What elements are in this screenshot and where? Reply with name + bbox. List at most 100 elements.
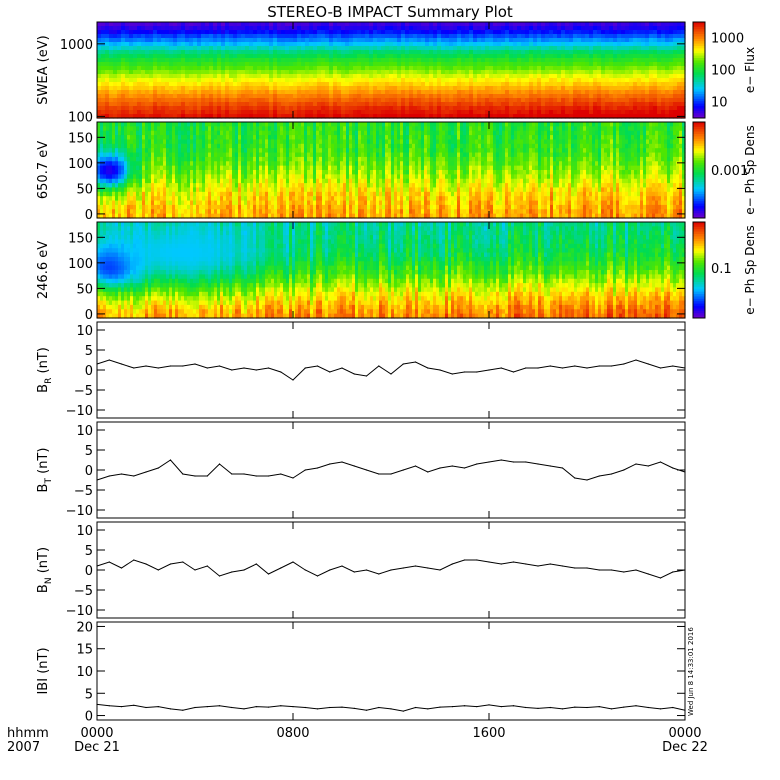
heatmap-cell	[441, 70, 446, 75]
heatmap-cell	[661, 50, 666, 55]
heatmap-cell	[285, 22, 290, 27]
heatmap-cell	[286, 165, 290, 171]
heatmap-cell	[353, 98, 358, 103]
heatmap-cell	[289, 74, 294, 79]
heatmap-cell	[517, 110, 522, 115]
heatmap-cell	[109, 74, 114, 79]
heatmap-cell	[125, 54, 130, 59]
heatmap-cell	[297, 106, 302, 111]
heatmap-cell	[609, 106, 614, 111]
heatmap-cell	[289, 22, 294, 27]
heatmap-cell	[100, 152, 104, 158]
heatmap-cell	[211, 165, 215, 171]
heatmap-cell	[517, 106, 522, 111]
heatmap-cell	[139, 174, 143, 180]
heatmap-cell	[217, 183, 221, 189]
heatmap-cell	[149, 62, 154, 67]
heatmap-cell	[187, 130, 191, 136]
heatmap-cell	[337, 50, 342, 55]
heatmap-cell	[205, 130, 209, 136]
heatmap-cell	[217, 152, 221, 158]
heatmap-cell	[337, 102, 342, 107]
heatmap-cell	[283, 130, 287, 136]
heatmap-cell	[617, 114, 622, 119]
heatmap-cell	[521, 106, 526, 111]
heatmap-cell	[473, 54, 478, 59]
heatmap-cell	[625, 42, 630, 47]
heatmap-cell	[549, 38, 554, 43]
heatmap-cell	[429, 34, 434, 39]
heatmap-cell	[565, 98, 570, 103]
heatmap-cell	[148, 170, 152, 175]
heatmap-cell	[549, 42, 554, 47]
heatmap-cell	[657, 26, 662, 31]
heatmap-cell	[561, 42, 566, 47]
heatmap-cell	[130, 135, 134, 141]
heatmap-cell	[244, 213, 248, 219]
heatmap-cell	[485, 90, 490, 95]
heatmap-cell	[149, 70, 154, 75]
heatmap-cell	[173, 70, 178, 75]
heatmap-cell	[321, 22, 326, 27]
heatmap-cell	[142, 126, 146, 132]
heatmap-cell	[325, 42, 330, 47]
heatmap-cell	[241, 78, 246, 83]
heatmap-cell	[281, 66, 286, 71]
heatmap-cell	[196, 152, 200, 158]
heatmap-cell	[293, 86, 298, 91]
heatmap-cell	[197, 86, 202, 91]
heatmap-cell	[261, 106, 266, 111]
heatmap-cell	[521, 50, 526, 55]
heatmap-cell	[337, 90, 342, 95]
heatmap-cell	[589, 114, 594, 119]
heatmap-cell	[657, 22, 662, 27]
heatmap-cell	[589, 46, 594, 51]
heatmap-cell	[223, 156, 227, 162]
heatmap-cell	[545, 70, 550, 75]
heatmap-cell	[141, 78, 146, 83]
heatmap-cell	[289, 114, 294, 119]
heatmap-cell	[101, 90, 106, 95]
heatmap-cell	[163, 126, 167, 132]
heatmap-cell	[137, 98, 142, 103]
heatmap-cell	[657, 38, 662, 43]
heatmap-cell	[293, 66, 298, 71]
heatmap-cell	[259, 152, 263, 158]
heatmap-cell	[101, 110, 106, 115]
heatmap-cell	[677, 38, 682, 43]
heatmap-cell	[629, 82, 634, 87]
heatmap-cell	[417, 110, 422, 115]
heatmap-cell	[621, 102, 626, 107]
heatmap-cell	[133, 34, 138, 39]
heatmap-cell	[229, 191, 233, 197]
heatmap-cell	[565, 50, 570, 55]
heatmap-cell	[100, 156, 104, 162]
heatmap-cell	[169, 82, 174, 87]
heatmap-cell	[585, 30, 590, 35]
heatmap-cell	[681, 46, 686, 51]
heatmap-cell	[229, 183, 233, 189]
heatmap-cell	[333, 26, 338, 31]
heatmap-cell	[641, 82, 646, 87]
heatmap-cell	[181, 54, 186, 59]
heatmap-cell	[256, 152, 260, 158]
heatmap-cell	[241, 213, 245, 219]
heatmap-cell	[173, 74, 178, 79]
heatmap-cell	[277, 34, 282, 39]
heatmap-cell	[281, 78, 286, 83]
heatmap-cell	[497, 110, 502, 115]
heatmap-cell	[241, 130, 245, 136]
heatmap-cell	[136, 191, 140, 197]
heatmap-cell	[657, 62, 662, 67]
heatmap-cell	[157, 62, 162, 67]
heatmap-cell	[561, 50, 566, 55]
heatmap-cell	[653, 66, 658, 71]
heatmap-cell	[433, 30, 438, 35]
heatmap-cell	[160, 174, 164, 180]
heatmap-cell	[325, 46, 330, 51]
heatmap-cell	[121, 66, 126, 71]
heatmap-cell	[199, 209, 203, 215]
heatmap-cell	[199, 196, 203, 202]
heatmap-cell	[277, 183, 281, 189]
heatmap-cell	[271, 209, 275, 215]
